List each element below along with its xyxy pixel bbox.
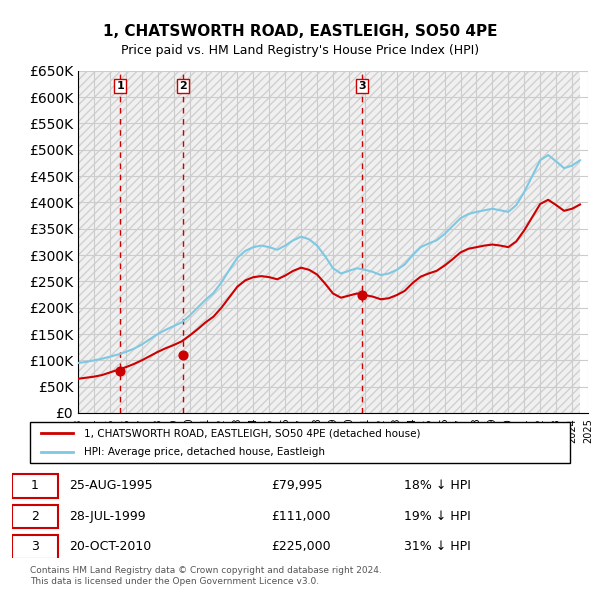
Point xyxy=(357,290,367,299)
Text: 19% ↓ HPI: 19% ↓ HPI xyxy=(404,510,470,523)
Text: 31% ↓ HPI: 31% ↓ HPI xyxy=(404,540,470,553)
Text: 3: 3 xyxy=(358,81,365,91)
Point xyxy=(178,350,188,359)
Text: 28-JUL-1999: 28-JUL-1999 xyxy=(70,510,146,523)
Text: 1: 1 xyxy=(116,81,124,91)
Text: 25-AUG-1995: 25-AUG-1995 xyxy=(70,480,153,493)
Text: 3: 3 xyxy=(31,540,39,553)
Text: £225,000: £225,000 xyxy=(271,540,331,553)
Text: 1: 1 xyxy=(31,480,39,493)
Text: Contains HM Land Registry data © Crown copyright and database right 2024.
This d: Contains HM Land Registry data © Crown c… xyxy=(30,566,382,586)
Text: Price paid vs. HM Land Registry's House Price Index (HPI): Price paid vs. HM Land Registry's House … xyxy=(121,44,479,57)
Text: 18% ↓ HPI: 18% ↓ HPI xyxy=(404,480,470,493)
Text: HPI: Average price, detached house, Eastleigh: HPI: Average price, detached house, East… xyxy=(84,447,325,457)
Text: 1, CHATSWORTH ROAD, EASTLEIGH, SO50 4PE (detached house): 1, CHATSWORTH ROAD, EASTLEIGH, SO50 4PE … xyxy=(84,428,421,438)
Text: 2: 2 xyxy=(179,81,187,91)
Text: £79,995: £79,995 xyxy=(271,480,323,493)
Text: £111,000: £111,000 xyxy=(271,510,331,523)
Point xyxy=(115,366,125,376)
FancyBboxPatch shape xyxy=(12,535,58,559)
Text: 1, CHATSWORTH ROAD, EASTLEIGH, SO50 4PE: 1, CHATSWORTH ROAD, EASTLEIGH, SO50 4PE xyxy=(103,24,497,38)
Text: 20-OCT-2010: 20-OCT-2010 xyxy=(70,540,152,553)
FancyBboxPatch shape xyxy=(12,474,58,498)
FancyBboxPatch shape xyxy=(12,504,58,528)
Text: 2: 2 xyxy=(31,510,39,523)
